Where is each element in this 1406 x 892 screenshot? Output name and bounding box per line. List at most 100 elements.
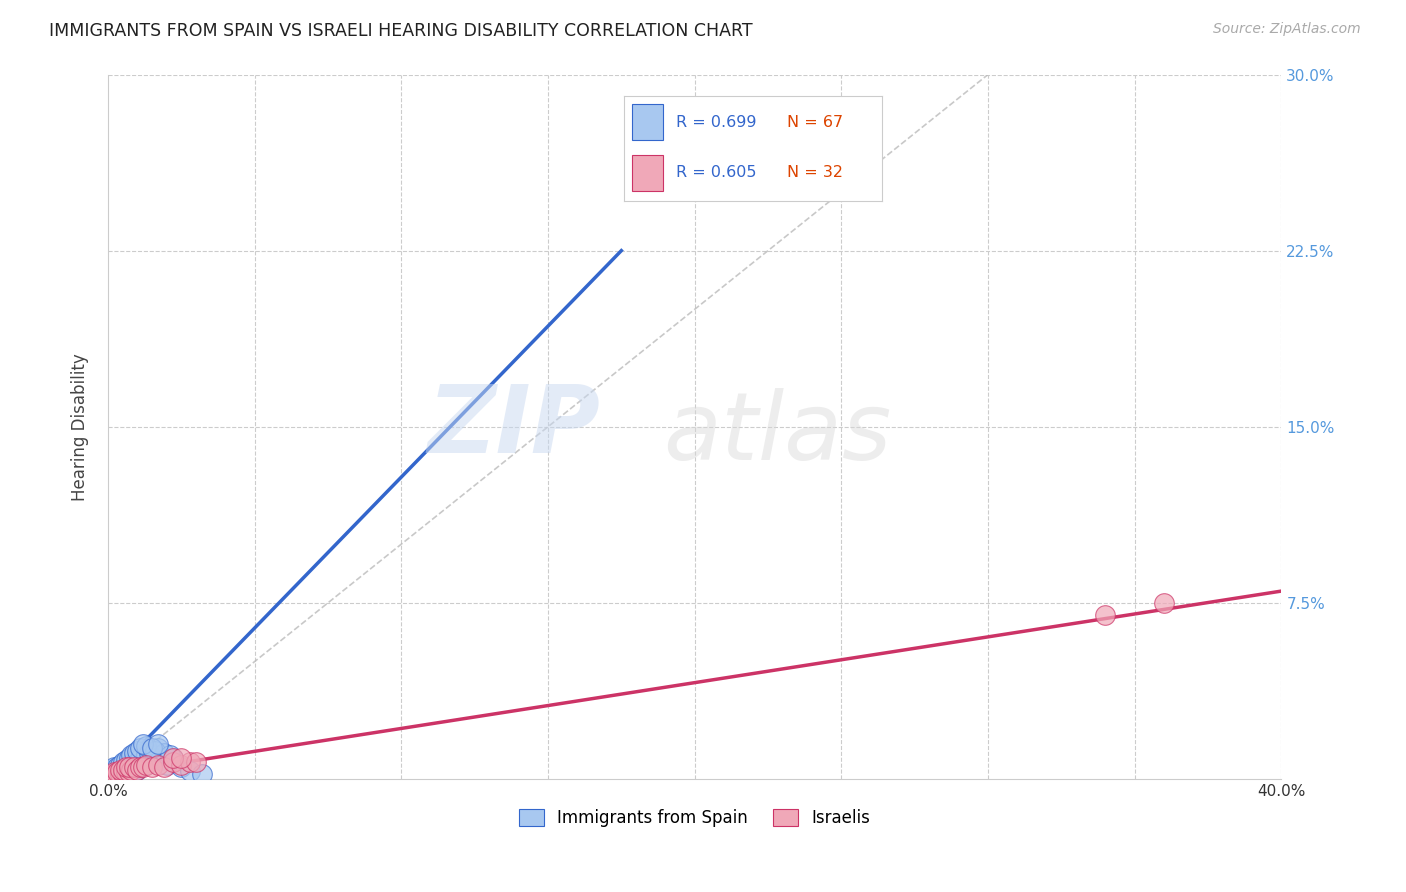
Point (111, 767, 134, 781)
Point (124, 760, 146, 774)
Point (100, 768, 122, 782)
Point (120, 748, 142, 763)
Point (162, 751, 184, 765)
Point (105, 760, 128, 774)
Point (103, 760, 125, 774)
Point (162, 756, 184, 770)
Point (135, 757, 157, 772)
Point (1153, 596, 1175, 610)
Point (114, 760, 136, 774)
Point (98, 770, 121, 784)
Point (104, 767, 127, 781)
Point (105, 764, 128, 779)
Point (132, 760, 155, 774)
Point (124, 753, 146, 767)
Point (120, 756, 142, 770)
Point (124, 746, 146, 760)
Point (143, 748, 166, 763)
Point (152, 746, 174, 760)
Point (120, 764, 142, 779)
Point (132, 753, 155, 767)
Point (105, 764, 128, 779)
Point (117, 764, 139, 779)
Point (111, 763, 134, 777)
Point (149, 753, 172, 767)
Point (132, 737, 155, 751)
Point (100, 764, 122, 779)
Point (141, 760, 163, 774)
Point (138, 746, 160, 760)
Point (152, 760, 174, 774)
Point (170, 757, 193, 772)
Point (114, 770, 136, 784)
Point (141, 751, 163, 765)
Text: Source: ZipAtlas.com: Source: ZipAtlas.com (1213, 22, 1361, 37)
Point (108, 767, 131, 781)
Point (132, 757, 155, 772)
Point (117, 763, 139, 777)
Point (129, 760, 152, 774)
Text: IMMIGRANTS FROM SPAIN VS ISRAELI HEARING DISABILITY CORRELATION CHART: IMMIGRANTS FROM SPAIN VS ISRAELI HEARING… (49, 22, 752, 40)
Point (117, 757, 139, 772)
Legend: Immigrants from Spain, Israelis: Immigrants from Spain, Israelis (512, 803, 877, 834)
Point (127, 757, 149, 772)
Point (114, 764, 136, 779)
Point (98, 770, 121, 784)
Text: ZIP: ZIP (427, 381, 600, 473)
Point (141, 741, 163, 756)
Y-axis label: Hearing Disability: Hearing Disability (72, 353, 89, 500)
Point (103, 767, 125, 781)
Point (184, 756, 207, 770)
Point (103, 768, 125, 782)
Point (108, 757, 131, 772)
Point (114, 764, 136, 779)
Point (111, 770, 134, 784)
Point (105, 770, 128, 784)
Point (146, 757, 169, 772)
Point (191, 767, 214, 781)
Point (129, 760, 152, 774)
Point (103, 764, 125, 779)
Point (103, 764, 125, 779)
Point (170, 760, 193, 774)
Point (162, 751, 184, 765)
Point (105, 770, 128, 784)
Point (101, 770, 124, 784)
Point (146, 741, 169, 756)
Point (143, 744, 166, 758)
Point (179, 756, 201, 770)
Point (127, 751, 149, 765)
Point (117, 760, 139, 774)
Point (129, 756, 152, 770)
Point (117, 767, 139, 781)
Point (114, 753, 136, 767)
Point (156, 757, 179, 772)
Point (124, 764, 146, 779)
Point (111, 767, 134, 781)
Point (159, 748, 181, 763)
Point (146, 737, 169, 751)
Point (101, 763, 124, 777)
Point (127, 763, 149, 777)
Point (114, 760, 136, 774)
Point (108, 767, 131, 781)
Point (1094, 607, 1116, 622)
Point (111, 756, 134, 770)
Point (129, 741, 152, 756)
Point (124, 760, 146, 774)
Point (111, 763, 134, 777)
Point (101, 770, 124, 784)
Point (127, 744, 149, 758)
Point (108, 763, 131, 777)
Point (100, 767, 122, 781)
Point (129, 751, 152, 765)
Point (120, 760, 142, 774)
Point (170, 751, 193, 765)
Point (120, 763, 142, 777)
Point (117, 751, 139, 765)
Point (135, 748, 157, 763)
Point (135, 757, 157, 772)
Point (135, 739, 157, 753)
Point (127, 763, 149, 777)
Point (179, 764, 201, 778)
